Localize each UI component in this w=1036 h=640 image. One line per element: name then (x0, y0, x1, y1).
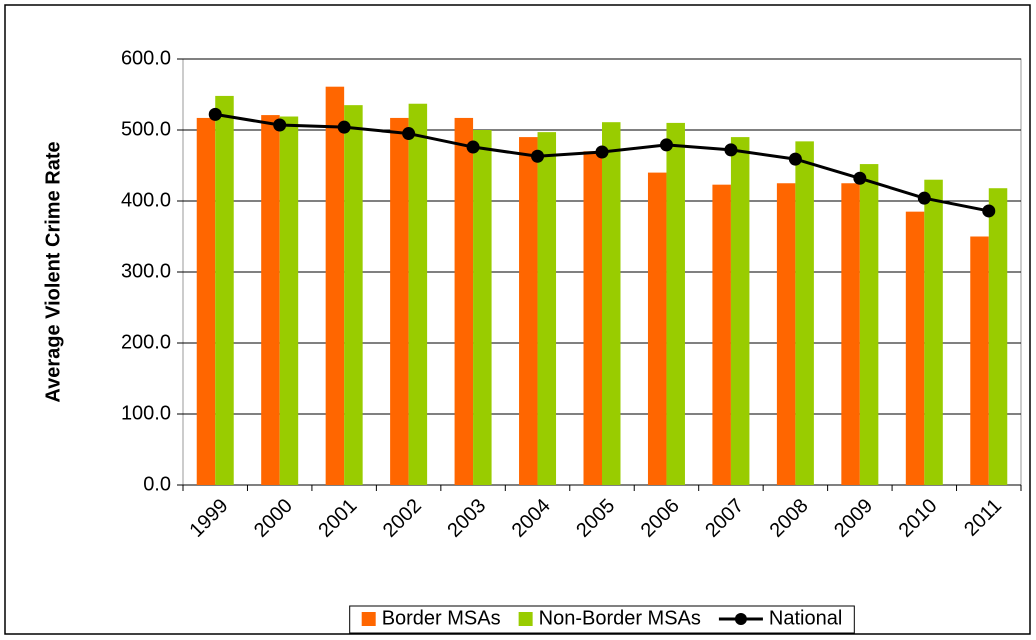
bar (408, 103, 428, 485)
bar (841, 183, 860, 485)
y-tick-label: 500.0 (121, 118, 171, 140)
bar (712, 184, 731, 486)
line-marker (208, 107, 222, 121)
line-marker (724, 143, 738, 157)
legend-swatch (361, 612, 376, 626)
bar (647, 172, 667, 485)
bar (776, 183, 796, 485)
line-marker (917, 191, 931, 205)
bar (261, 115, 280, 485)
y-tick-label: 400.0 (121, 189, 171, 211)
bar (537, 132, 557, 485)
line-marker (531, 149, 545, 163)
bar (519, 137, 538, 485)
y-tick-label: 600.0 (121, 47, 171, 69)
bar (279, 116, 299, 485)
bar (215, 95, 234, 486)
y-tick-label: 200.0 (121, 331, 171, 353)
bar (905, 211, 925, 485)
legend-swatch (518, 612, 533, 626)
line-marker (982, 204, 996, 218)
bar (602, 122, 621, 485)
y-tick-label: 300.0 (121, 260, 171, 282)
bar (666, 122, 685, 486)
line-marker (659, 138, 673, 152)
line-marker (402, 127, 416, 141)
legend-label: National (769, 607, 842, 629)
line-marker (273, 118, 287, 132)
legend-label: Non-Border MSAs (539, 607, 701, 629)
bar (730, 137, 750, 485)
bar (454, 117, 474, 486)
bar (196, 117, 216, 486)
bar (988, 188, 1008, 485)
legend-label: Border MSAs (382, 607, 501, 629)
line-marker (337, 120, 351, 134)
y-axis-title: Average Violent Crime Rate (42, 141, 64, 402)
bar (924, 179, 943, 485)
bar (325, 86, 345, 485)
y-tick-label: 100.0 (121, 402, 171, 424)
legend (349, 605, 855, 634)
bar (344, 105, 363, 486)
bar (795, 141, 814, 486)
line-marker (595, 145, 609, 159)
line-marker (466, 140, 480, 154)
bar (390, 117, 409, 486)
legend-swatch (734, 613, 747, 625)
line-marker (853, 171, 867, 185)
bar (473, 130, 492, 485)
bar (970, 236, 989, 485)
bar (859, 164, 879, 485)
y-tick-label: 0.0 (143, 473, 171, 495)
line-marker (788, 152, 802, 166)
bar (583, 151, 602, 486)
